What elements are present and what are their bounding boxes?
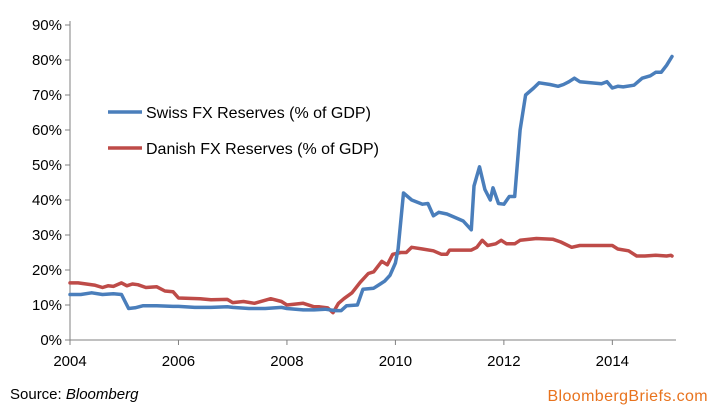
y-tick-label: 0% (40, 332, 62, 349)
source-prefix: Source: (10, 386, 62, 403)
legend-label: Swiss FX Reserves (% of GDP) (146, 105, 371, 122)
brand-logo-text: BloombergBriefs.com (547, 388, 708, 405)
x-tick-label: 2012 (487, 353, 520, 370)
x-tick-label: 2010 (379, 353, 412, 370)
y-tick-label: 70% (32, 87, 62, 104)
y-tick-label: 40% (32, 192, 62, 209)
y-tick-label: 10% (32, 297, 62, 314)
legend: Swiss FX Reserves (% of GDP) Danish FX Re… (108, 105, 379, 158)
x-tick-label: 2008 (270, 353, 303, 370)
x-tick-label: 2006 (162, 353, 195, 370)
chart: 0%10%20%30%40%50%60%70%80%90% 2004 2006 20… (32, 17, 676, 370)
y-tick-label: 60% (32, 122, 62, 139)
series-lines (68, 54, 674, 315)
x-axis-ticks: 2004 2006 2008 2010 2012 2014 (53, 340, 629, 370)
y-tick-label: 20% (32, 262, 62, 279)
x-tick-label: 2004 (53, 353, 86, 370)
y-tick-label: 90% (32, 17, 62, 34)
y-axis-ticks: 0% 10% 20% 30% 40% 50% 60% 70% 80% 90% (32, 17, 70, 349)
source-name: Bloomberg (65, 386, 139, 403)
y-tick-label: 30% (32, 227, 62, 244)
series-line-0 (68, 54, 674, 313)
series-line-1 (68, 236, 674, 315)
y-tick-label: 50% (32, 157, 62, 174)
legend-label: Danish FX Reserves (% of GDP) (146, 141, 379, 158)
y-tick-label: 80% (32, 52, 62, 69)
source-note: Source: Bloomberg (10, 386, 138, 403)
x-tick-label: 2014 (596, 353, 629, 370)
axes (69, 21, 676, 341)
